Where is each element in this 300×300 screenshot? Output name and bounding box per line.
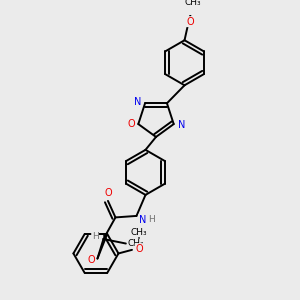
Text: O: O: [128, 119, 136, 129]
Text: CH₃: CH₃: [127, 239, 144, 248]
Text: N: N: [178, 120, 185, 130]
Text: O: O: [87, 255, 95, 265]
Text: H: H: [92, 232, 98, 241]
Text: CH₃: CH₃: [130, 228, 147, 237]
Text: O: O: [135, 244, 143, 254]
Text: N: N: [139, 214, 146, 224]
Text: O: O: [104, 188, 112, 198]
Text: O: O: [186, 16, 194, 27]
Text: N: N: [134, 97, 141, 107]
Text: H: H: [148, 215, 155, 224]
Text: CH₃: CH₃: [184, 0, 201, 7]
